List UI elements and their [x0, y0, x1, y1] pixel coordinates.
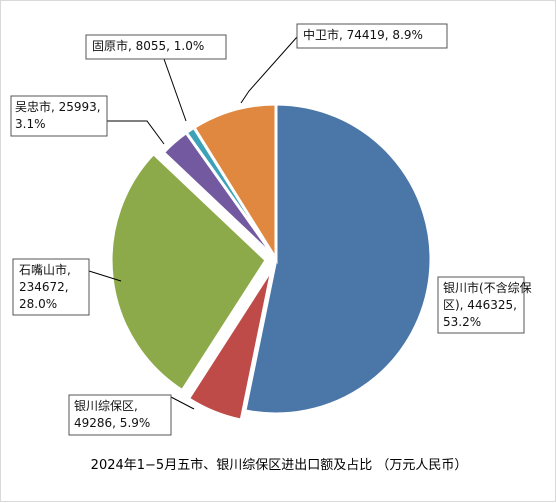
data-label: 石嘴山市, 234672, 28.0% [12, 258, 90, 316]
leader-line [88, 270, 122, 282]
data-label-text: 28.0% [19, 297, 57, 311]
data-label-text: 中卫市, 74419, 8.9% [303, 27, 423, 42]
slices-layer [109, 102, 433, 422]
data-label-box [85, 34, 227, 60]
leader-line [107, 120, 165, 145]
data-label-text: 234672, [19, 280, 69, 294]
data-label-box [68, 394, 172, 436]
data-label-text: 53.2% [443, 315, 481, 329]
data-label-text: 银川市(不含综保 [443, 280, 532, 295]
data-label-text: 固原市, 8055, 1.0% [92, 38, 204, 53]
pie-slice [191, 102, 278, 265]
data-label: 银川综保区, 49286, 5.9% [68, 394, 172, 436]
data-label-box [437, 276, 525, 334]
data-label-text: 3.1% [15, 117, 46, 131]
data-label-text: 吴忠市, 25993, [15, 99, 101, 114]
data-label: 吴忠市, 25993, 3.1% [10, 95, 108, 137]
data-label: 中卫市, 74419, 8.9% [296, 23, 448, 49]
leader-line [240, 36, 298, 104]
data-label-box [296, 23, 448, 49]
data-label-text: 石嘴山市, [19, 262, 71, 277]
chart-title: 2024年1−5月五市、银川综保区进出口额及占比 （万元人民币） [90, 458, 468, 473]
pie-slice [186, 267, 274, 422]
data-label-box [12, 258, 90, 316]
pie-slice [109, 151, 269, 393]
data-label-text: 区), 446325, [443, 298, 517, 312]
pie-slice [243, 102, 433, 416]
data-label-text: 银川综保区, [74, 399, 138, 413]
leader-line [170, 396, 195, 410]
data-label-box [10, 95, 108, 137]
data-label: 固原市, 8055, 1.0% [85, 34, 227, 60]
data-label-text: 49286, 5.9% [74, 416, 150, 430]
leader-line [163, 58, 187, 122]
leader-lines-layer [88, 36, 298, 410]
